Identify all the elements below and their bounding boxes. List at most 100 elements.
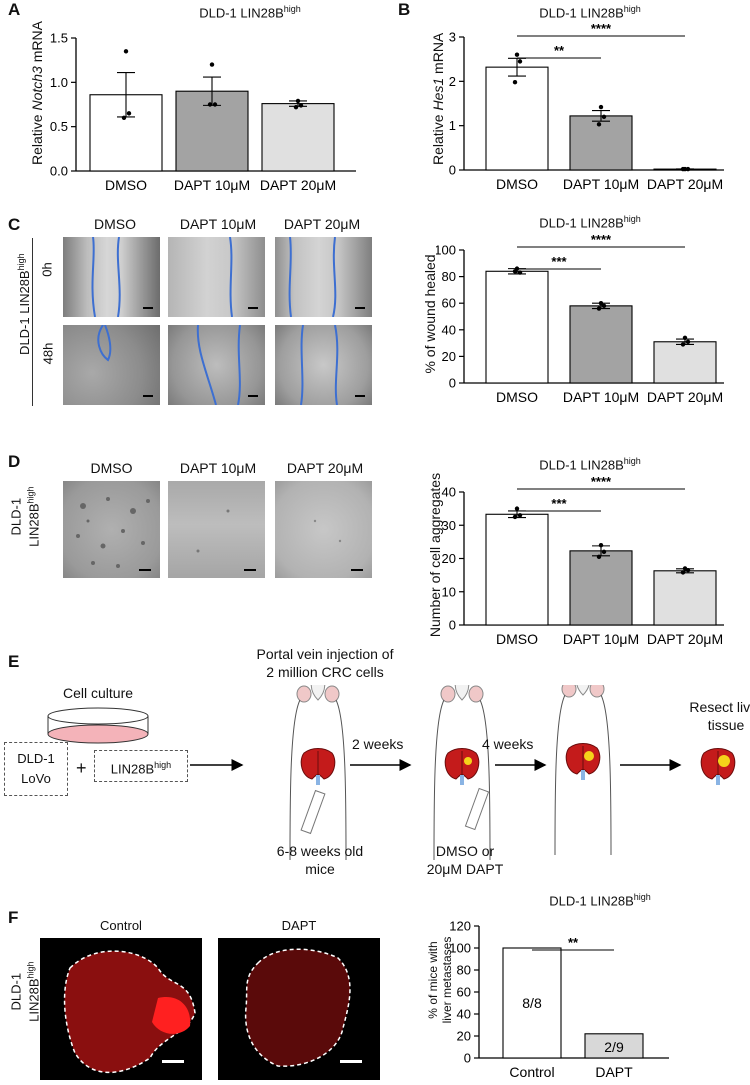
data-point — [298, 103, 304, 108]
data-point — [209, 62, 215, 67]
data-point — [601, 303, 607, 309]
syringe-1 — [300, 789, 326, 835]
liver-2 — [444, 748, 480, 786]
panel-d-col-label-1: DAPT 10μM — [179, 460, 257, 476]
data-point — [596, 122, 602, 127]
two-weeks-label: 2 weeks — [352, 736, 404, 752]
bar — [653, 570, 717, 626]
four-weeks-label: 4 weeks — [482, 736, 534, 752]
data-point — [685, 166, 691, 172]
y-tick-label: 80 — [457, 963, 471, 978]
y-tick-label: 120 — [449, 919, 471, 934]
bar — [653, 341, 717, 384]
liver-4 — [700, 748, 736, 786]
data-point — [685, 339, 691, 344]
x-tick-label: DMSO — [496, 631, 538, 647]
aggregate-image-dapt20 — [275, 481, 372, 578]
x-tick-label: DAPT 20μM — [647, 389, 723, 405]
data-point — [601, 549, 607, 555]
x-tick-label: DAPT 20μM — [647, 631, 723, 647]
panel-b-letter: B — [398, 0, 411, 19]
culture-dish-icon — [47, 707, 149, 744]
significance-stars: **** — [591, 21, 612, 36]
y-tick-label: 20 — [442, 349, 456, 364]
panel-a-letter: A — [8, 0, 21, 19]
x-tick-label: DAPT 20μM — [647, 176, 723, 192]
data-point — [517, 270, 523, 275]
x-tick-label: DAPT 20μM — [260, 177, 336, 193]
cells-box: DLD-1 LoVo — [4, 742, 68, 796]
y-tick-label: 10 — [442, 584, 456, 599]
data-point — [596, 554, 602, 560]
panel-f-title: DLD-1 LIN28Bhigh — [549, 892, 651, 909]
wound-image-dapt10-48h — [168, 325, 265, 405]
significance-stars: *** — [551, 496, 567, 511]
y-tick-label: 0.0 — [50, 164, 68, 179]
bar-value-label: 2/9 — [604, 1039, 624, 1055]
treatment-label: DMSO or 20μM DAPT — [426, 843, 504, 877]
y-tick-label: 30 — [442, 518, 456, 533]
data-point — [512, 514, 518, 520]
panel-c-col-label-2: DAPT 20μM — [283, 216, 361, 232]
bar — [261, 103, 335, 172]
data-point — [601, 114, 607, 120]
x-tick-label: DAPT 10μM — [563, 176, 639, 192]
y-tick-label: 80 — [442, 269, 456, 284]
panel-d-title: DLD-1 LIN28Bhigh — [539, 456, 641, 473]
x-tick-label: DAPT 10μM — [174, 177, 250, 193]
significance-stars: ** — [554, 43, 565, 58]
age-label: 6-8 weeks old mice — [276, 843, 364, 877]
x-tick-label: DMSO — [105, 177, 147, 193]
significance-stars: **** — [591, 474, 612, 489]
data-point — [517, 513, 523, 518]
x-tick-label: DAPT 10μM — [563, 389, 639, 405]
cell-culture-text: Cell culture — [62, 685, 134, 701]
panel-e-letter: E — [8, 652, 20, 671]
panel-d-col-label-2: DAPT 20μM — [286, 460, 364, 476]
data-point — [680, 342, 686, 347]
panel-b-title: DLD-1 LIN28Bhigh — [539, 4, 641, 21]
injection-text: Portal vein injection of 2 million CRC ce… — [256, 646, 394, 680]
panel-c-letter: C — [8, 215, 21, 234]
plus-sign: + — [76, 758, 87, 778]
data-point — [596, 306, 602, 311]
data-point — [295, 98, 301, 104]
panel-c-side-label: DLD-1 LIN28Bhigh — [15, 253, 33, 355]
data-point — [512, 269, 518, 274]
y-tick-label: 1 — [449, 118, 456, 133]
y-tick-label: 60 — [457, 985, 471, 1000]
y-tick-label: 60 — [442, 296, 456, 311]
data-point — [680, 570, 686, 575]
bar-value-label: 8/8 — [522, 995, 542, 1011]
y-tick-label: 3 — [449, 30, 456, 45]
panel-d-col-label-0: DMSO — [90, 460, 133, 476]
significance-stars: ** — [568, 935, 579, 950]
y-tick-label: 0.5 — [50, 119, 68, 134]
significance-stars: *** — [551, 254, 567, 269]
bar — [584, 1033, 644, 1059]
y-tick-label: 20 — [457, 1029, 471, 1044]
panel-d-letter: D — [8, 452, 21, 471]
y-tick-label: 20 — [442, 551, 456, 566]
panel-d-side-label: DLD-1 LIN28Bhigh — [8, 486, 42, 547]
data-point — [123, 49, 129, 54]
wound-image-dmso-48h — [63, 325, 160, 405]
panel-a-title: DLD-1 LIN28Bhigh — [199, 4, 301, 21]
wound-image-dapt10-0h — [168, 237, 265, 317]
data-point — [685, 567, 691, 573]
liver-image-control — [40, 938, 202, 1080]
liver-3 — [565, 743, 601, 781]
y-tick-label: 2 — [449, 74, 456, 89]
wound-image-dapt20-0h — [275, 237, 372, 317]
resect-label: Resect livertissue — [689, 699, 750, 733]
y-tick-label: 0 — [449, 618, 456, 633]
y-tick-label: 1.5 — [50, 31, 68, 46]
workflow-diagram — [190, 685, 736, 861]
y-tick-label: 100 — [449, 941, 471, 956]
data-point — [212, 102, 218, 107]
liver-image-dapt — [218, 938, 380, 1080]
data-point — [126, 111, 132, 116]
panel-c-col-label-0: DMSO — [94, 216, 136, 232]
